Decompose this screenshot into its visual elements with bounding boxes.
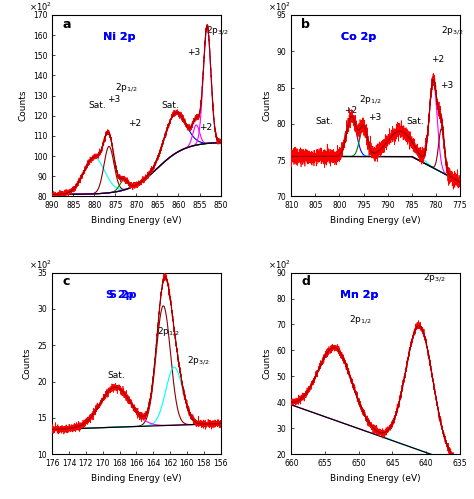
Text: Sat.: Sat.	[407, 117, 425, 126]
Text: b: b	[301, 17, 310, 30]
Text: S 2p: S 2p	[109, 290, 137, 300]
Text: +2: +2	[344, 106, 357, 115]
Text: $\times 10^2$: $\times 10^2$	[268, 1, 291, 13]
Text: +2: +2	[431, 55, 444, 64]
Text: S 2p: S 2p	[106, 290, 133, 300]
X-axis label: Binding Energy (eV): Binding Energy (eV)	[330, 216, 421, 225]
X-axis label: Binding Energy (eV): Binding Energy (eV)	[91, 216, 182, 225]
Text: Ni 2p: Ni 2p	[103, 32, 136, 42]
Text: +3: +3	[187, 48, 200, 57]
Text: Ni 2p: Ni 2p	[103, 32, 136, 42]
Text: Co 2p: Co 2p	[341, 32, 376, 42]
Text: a: a	[62, 17, 71, 30]
Text: 2p$_{1/2}$: 2p$_{1/2}$	[359, 93, 382, 106]
Y-axis label: Counts: Counts	[18, 90, 27, 121]
Text: c: c	[62, 275, 70, 288]
Text: +2: +2	[128, 119, 141, 128]
Text: 2p$_{3/2}$: 2p$_{3/2}$	[423, 271, 446, 284]
Text: Sat.: Sat.	[315, 117, 333, 126]
Text: 2p$_{3/2}$: 2p$_{3/2}$	[187, 355, 210, 367]
X-axis label: Binding Energy (eV): Binding Energy (eV)	[330, 474, 421, 483]
Text: Mn 2p: Mn 2p	[339, 290, 378, 300]
Y-axis label: Counts: Counts	[262, 90, 271, 121]
Text: +2: +2	[200, 123, 213, 132]
Text: Sat.: Sat.	[107, 371, 125, 380]
Text: +3: +3	[440, 80, 454, 89]
Text: d: d	[301, 275, 310, 288]
Text: $\times 10^2$: $\times 10^2$	[28, 258, 52, 271]
Text: +3: +3	[368, 113, 382, 122]
Text: 2p$_{3/2}$: 2p$_{3/2}$	[206, 24, 228, 37]
Y-axis label: Counts: Counts	[23, 348, 32, 379]
Text: 2p$_{1/2}$: 2p$_{1/2}$	[348, 313, 372, 326]
Text: 2p$_{3/2}$: 2p$_{3/2}$	[440, 24, 463, 37]
Y-axis label: Counts: Counts	[262, 348, 271, 379]
Text: Sat.: Sat.	[88, 101, 106, 110]
Text: $\times 10^2$: $\times 10^2$	[28, 1, 52, 13]
Text: Mn 2p: Mn 2p	[339, 290, 378, 300]
Text: +3: +3	[107, 95, 120, 104]
Text: 2p$_{1/2}$: 2p$_{1/2}$	[115, 81, 138, 94]
Text: $\times 10^2$: $\times 10^2$	[268, 258, 291, 271]
Text: Sat.: Sat.	[162, 101, 179, 110]
Text: Co 2p: Co 2p	[341, 32, 376, 42]
Text: 2p$_{1/2}$: 2p$_{1/2}$	[157, 325, 180, 338]
X-axis label: Binding Energy (eV): Binding Energy (eV)	[91, 474, 182, 483]
